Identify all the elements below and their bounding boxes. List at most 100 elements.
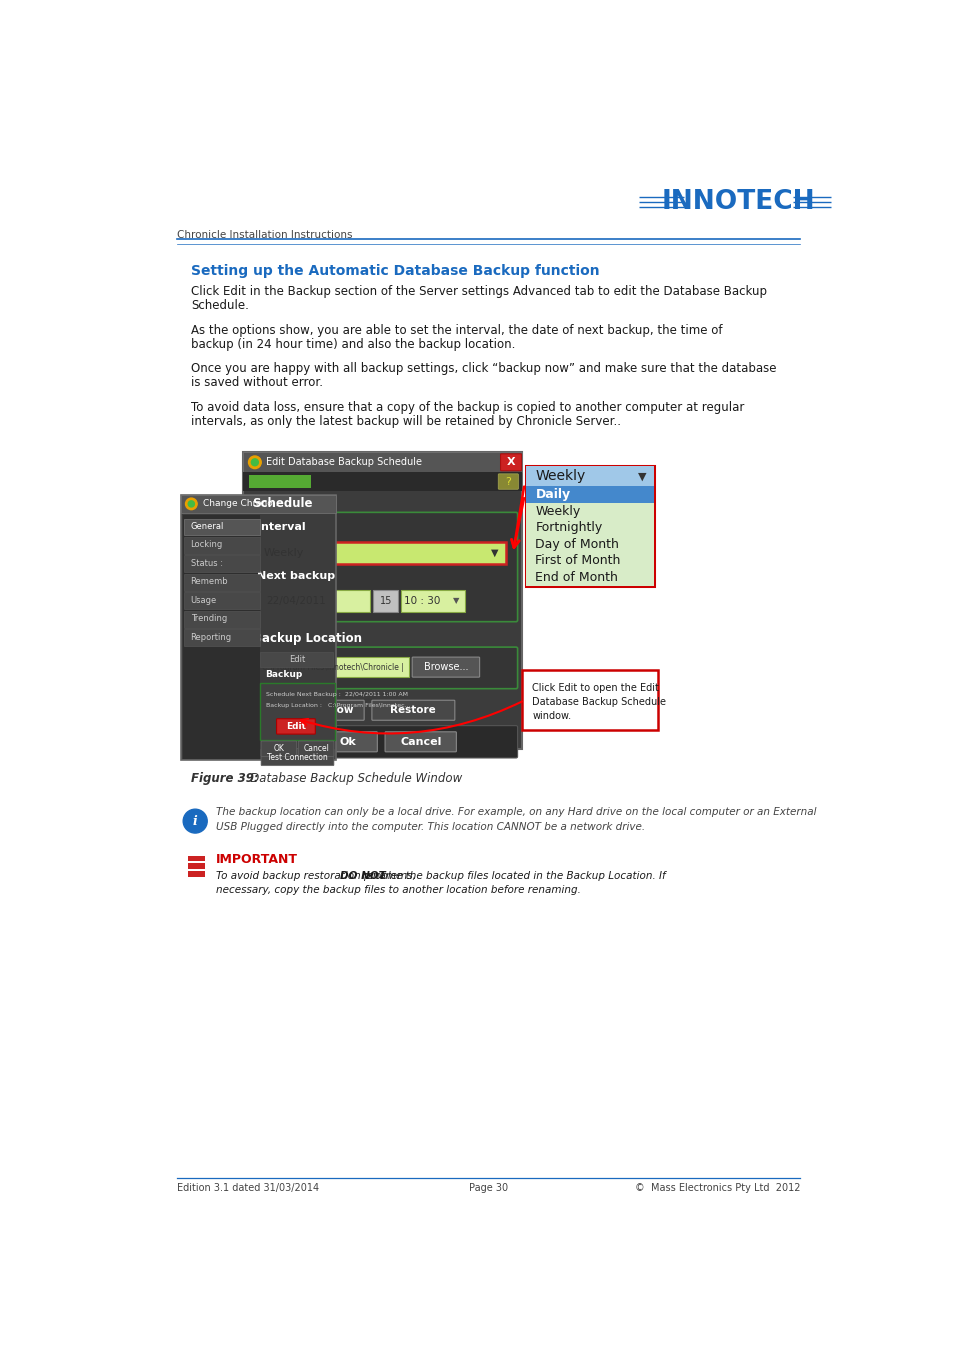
FancyBboxPatch shape bbox=[183, 537, 259, 554]
FancyBboxPatch shape bbox=[183, 612, 259, 628]
Text: Next backup: Next backup bbox=[257, 571, 335, 580]
Text: ©  Mass Electronics Pty Ltd  2012: © Mass Electronics Pty Ltd 2012 bbox=[635, 1183, 800, 1193]
Text: Edit Database Backup Schedule: Edit Database Backup Schedule bbox=[266, 458, 422, 467]
Text: DO NOT: DO NOT bbox=[339, 871, 385, 882]
Text: Backup: Backup bbox=[265, 670, 302, 679]
Text: Fortnightly: Fortnightly bbox=[535, 521, 602, 535]
Text: Change Chrono...: Change Chrono... bbox=[203, 500, 281, 509]
FancyBboxPatch shape bbox=[317, 732, 377, 752]
FancyBboxPatch shape bbox=[373, 590, 397, 612]
Text: Click Edit to open the Edit: Click Edit to open the Edit bbox=[532, 683, 659, 694]
Text: backup (in 24 hour time) and also the backup location.: backup (in 24 hour time) and also the ba… bbox=[192, 338, 516, 351]
FancyBboxPatch shape bbox=[525, 466, 654, 586]
FancyBboxPatch shape bbox=[248, 513, 517, 622]
Text: Weekly: Weekly bbox=[535, 470, 585, 483]
Text: INNOTECH: INNOTECH bbox=[661, 189, 815, 215]
Text: X: X bbox=[506, 458, 515, 467]
Text: Cancel: Cancel bbox=[303, 744, 329, 753]
FancyBboxPatch shape bbox=[276, 718, 315, 734]
Text: 22/04/2011: 22/04/2011 bbox=[266, 595, 326, 606]
Circle shape bbox=[249, 456, 261, 468]
FancyBboxPatch shape bbox=[248, 726, 517, 757]
Text: Edition 3.1 dated 31/03/2014: Edition 3.1 dated 31/03/2014 bbox=[177, 1183, 319, 1193]
Text: Backup Location :   C:\Program Files\Innotec...: Backup Location : C:\Program Files\Innot… bbox=[266, 702, 411, 707]
FancyBboxPatch shape bbox=[260, 652, 333, 667]
FancyBboxPatch shape bbox=[270, 701, 364, 721]
Text: ▼: ▼ bbox=[453, 597, 459, 605]
FancyBboxPatch shape bbox=[183, 555, 259, 572]
Text: Backup Location: Backup Location bbox=[253, 632, 361, 645]
FancyBboxPatch shape bbox=[183, 514, 260, 759]
FancyBboxPatch shape bbox=[261, 749, 334, 765]
FancyBboxPatch shape bbox=[500, 454, 521, 471]
FancyBboxPatch shape bbox=[260, 683, 335, 740]
Text: Database Backup Schedule Window: Database Backup Schedule Window bbox=[239, 772, 462, 784]
Text: ▼: ▼ bbox=[490, 548, 497, 558]
FancyBboxPatch shape bbox=[188, 871, 205, 876]
Text: Ok: Ok bbox=[338, 737, 355, 747]
Text: OK: OK bbox=[274, 744, 284, 753]
FancyBboxPatch shape bbox=[525, 466, 654, 486]
Text: ▼: ▼ bbox=[638, 471, 646, 481]
Text: Status :: Status : bbox=[191, 559, 222, 567]
Text: As the options show, you are able to set the interval, the date of next backup, : As the options show, you are able to set… bbox=[192, 324, 722, 336]
Text: intervals, as only the latest backup will be retained by Chronicle Server..: intervals, as only the latest backup wil… bbox=[192, 414, 620, 428]
FancyBboxPatch shape bbox=[243, 452, 521, 472]
FancyBboxPatch shape bbox=[183, 574, 259, 591]
FancyBboxPatch shape bbox=[188, 856, 205, 861]
FancyBboxPatch shape bbox=[181, 494, 335, 513]
FancyBboxPatch shape bbox=[372, 701, 455, 721]
Circle shape bbox=[185, 498, 197, 510]
FancyBboxPatch shape bbox=[256, 657, 409, 678]
FancyBboxPatch shape bbox=[183, 593, 259, 609]
Text: Schedule: Schedule bbox=[253, 497, 313, 510]
Text: Cancel: Cancel bbox=[399, 737, 441, 747]
FancyBboxPatch shape bbox=[525, 486, 654, 502]
Text: rename the backup files located in the Backup Location. If: rename the backup files located in the B… bbox=[359, 871, 665, 882]
Text: IMPORTANT: IMPORTANT bbox=[216, 853, 297, 867]
Text: Page 30: Page 30 bbox=[469, 1183, 508, 1193]
Text: Click Edit in the Backup section of the Server settings Advanced tab to edit the: Click Edit in the Backup section of the … bbox=[192, 285, 766, 298]
FancyBboxPatch shape bbox=[256, 543, 505, 564]
FancyArrowPatch shape bbox=[300, 702, 521, 733]
Text: Figure 39:: Figure 39: bbox=[192, 772, 258, 784]
Circle shape bbox=[188, 501, 194, 508]
Text: Rememb: Rememb bbox=[191, 578, 228, 586]
Text: The backup location can only be a local drive. For example, on any Hard drive on: The backup location can only be a local … bbox=[216, 807, 816, 817]
Text: is saved without error.: is saved without error. bbox=[192, 377, 323, 389]
Text: End of Month: End of Month bbox=[535, 571, 618, 583]
Text: Day of Month: Day of Month bbox=[535, 537, 618, 551]
Text: Weekly: Weekly bbox=[535, 505, 580, 517]
FancyBboxPatch shape bbox=[385, 732, 456, 752]
Text: Reporting: Reporting bbox=[191, 633, 232, 641]
Text: window.: window. bbox=[532, 711, 571, 721]
Circle shape bbox=[252, 459, 258, 466]
FancyBboxPatch shape bbox=[183, 518, 259, 536]
FancyBboxPatch shape bbox=[525, 486, 654, 586]
FancyBboxPatch shape bbox=[521, 670, 658, 730]
Text: necessary, copy the backup files to another location before renaming.: necessary, copy the backup files to anot… bbox=[216, 886, 580, 895]
FancyBboxPatch shape bbox=[243, 452, 521, 749]
FancyBboxPatch shape bbox=[183, 629, 259, 647]
FancyBboxPatch shape bbox=[181, 494, 335, 760]
Text: Trending: Trending bbox=[191, 614, 227, 624]
FancyBboxPatch shape bbox=[261, 741, 296, 756]
Text: First of Month: First of Month bbox=[535, 554, 620, 567]
Text: Daily: Daily bbox=[535, 487, 570, 501]
Text: Restore: Restore bbox=[390, 705, 436, 716]
Text: USB Plugged directly into the computer. This location CANNOT be a network drive.: USB Plugged directly into the computer. … bbox=[216, 822, 644, 832]
Text: Locking: Locking bbox=[191, 540, 223, 549]
Text: ?: ? bbox=[505, 477, 511, 486]
Text: Once you are happy with all backup settings, click “backup now” and make sure th: Once you are happy with all backup setti… bbox=[192, 362, 776, 375]
Text: i: i bbox=[193, 814, 197, 828]
Text: Schedule Next Backup :  22/04/2011 1:00 AM: Schedule Next Backup : 22/04/2011 1:00 A… bbox=[266, 691, 408, 697]
Text: Schedule.: Schedule. bbox=[192, 300, 249, 312]
Text: General: General bbox=[191, 521, 224, 531]
FancyBboxPatch shape bbox=[256, 590, 370, 612]
FancyBboxPatch shape bbox=[249, 475, 311, 489]
Text: To avoid backup restoration problems,: To avoid backup restoration problems, bbox=[216, 871, 418, 882]
Text: Usage: Usage bbox=[191, 595, 216, 605]
Text: Weekly: Weekly bbox=[263, 548, 303, 558]
Text: Edit: Edit bbox=[289, 655, 305, 664]
FancyBboxPatch shape bbox=[188, 864, 205, 869]
